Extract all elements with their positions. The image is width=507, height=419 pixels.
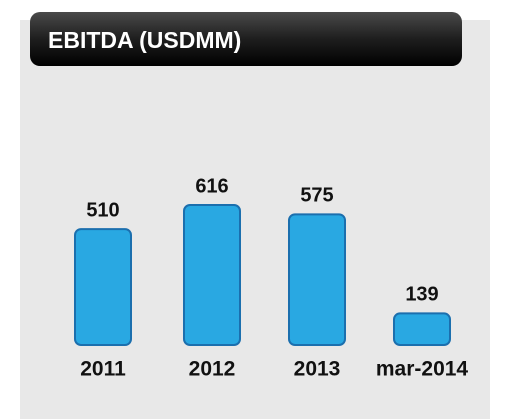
bar (288, 213, 346, 346)
x-tick-label: 2013 (294, 358, 341, 381)
chart-title: EBITDA (USDMM) (48, 27, 241, 53)
value-label: 139 (405, 284, 438, 306)
value-label: 510 (86, 199, 119, 221)
x-tick-label: 2012 (189, 358, 236, 381)
x-tick-label: 2011 (80, 358, 126, 381)
bar (183, 204, 241, 346)
x-tick-label: mar-2014 (376, 358, 469, 381)
value-label: 616 (195, 175, 228, 197)
value-label: 575 (300, 185, 333, 207)
title-bar (30, 12, 462, 66)
bar (74, 228, 132, 346)
panel (20, 20, 490, 419)
bar (393, 312, 451, 346)
